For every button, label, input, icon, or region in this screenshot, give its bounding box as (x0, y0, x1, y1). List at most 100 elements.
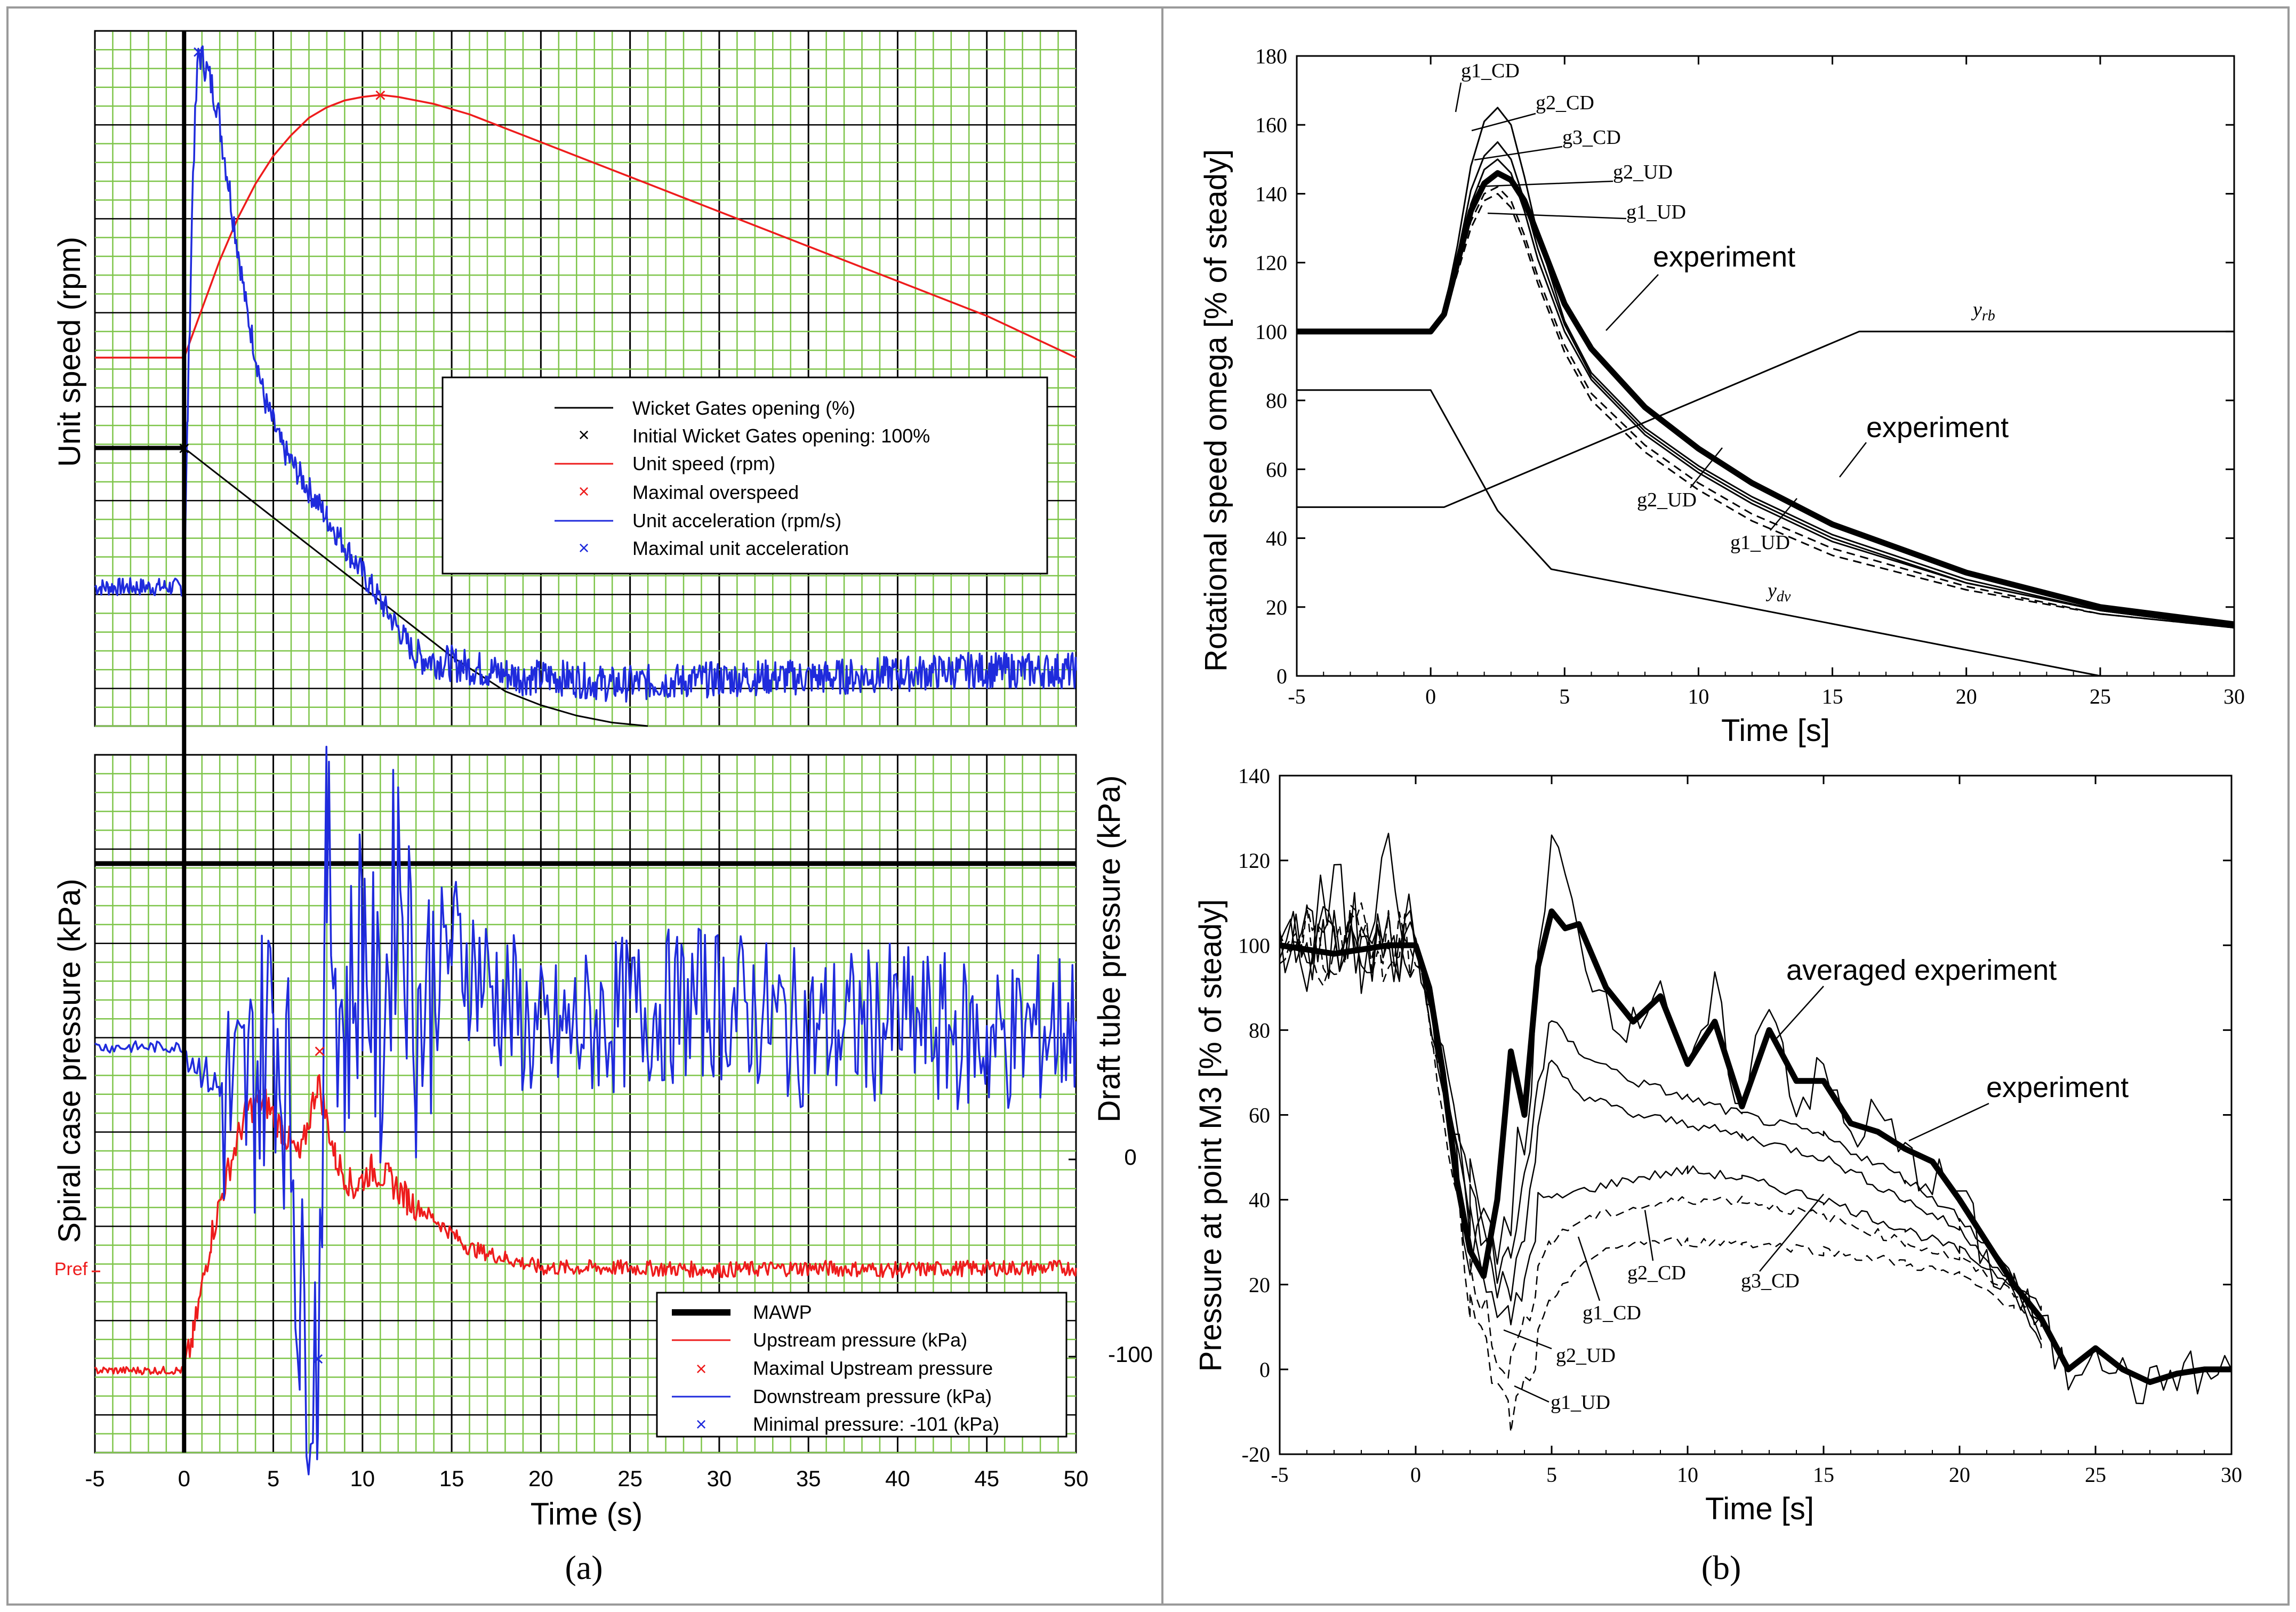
b-anno-yrb-sub: rb (1982, 308, 1995, 324)
b-bottom-ytick-label-1: 0 (1259, 1358, 1270, 1382)
b-top-ytick-label-4: 80 (1266, 389, 1287, 413)
b-bottom-ytick-label-7: 120 (1238, 849, 1270, 873)
b-anno-ydv-sub: dv (1777, 589, 1791, 605)
b-bottom-xtick-label-1: 0 (1410, 1463, 1421, 1487)
a-bottom-ylabel-right: Draft tube pressure (kPa) (1092, 775, 1127, 1122)
a-bottom-legend-label-3: Downstream pressure (kPa) (753, 1385, 992, 1407)
b-bottom-xtick-label-7: 30 (2221, 1463, 2242, 1487)
leader-g1ud-b (1514, 1385, 1550, 1403)
b-top-series-g1_CD (1297, 107, 2235, 628)
b-anno-experiment-bottom: experiment (1986, 1071, 2129, 1103)
leader-exp1 (1605, 274, 1659, 331)
leader-g3cd (1474, 146, 1563, 161)
b-bottom-ytick-label-5: 80 (1249, 1018, 1270, 1042)
b-top-xtick-label-3: 10 (1688, 684, 1709, 708)
b-top-ytick-label-7: 140 (1255, 182, 1287, 206)
a-top-legend-box (441, 376, 1048, 575)
a-x-tick-11: 50 (1064, 1466, 1089, 1491)
b-top-xlabel: Time [s] (1721, 713, 1830, 748)
b-bottom-annotations: averaged experiment experiment g2_CD g3_… (1551, 954, 2129, 1414)
b-bottom-series-g3_CD (1279, 909, 2042, 1340)
a-x-tick-10: 45 (974, 1466, 999, 1491)
b-anno-g2cd: g2_CD (1536, 92, 1594, 114)
b-anno-g2ud-bottom: g2_UD (1556, 1344, 1616, 1367)
b-top-series-y_rb (1297, 331, 2234, 508)
b-bottom-ytick-label-3: 40 (1249, 1188, 1270, 1212)
a-bottom-legend-label-2: Maximal Upstream pressure (753, 1357, 993, 1379)
b-anno-g3cd: g3_CD (1562, 126, 1621, 149)
b-bottom-ylabel: Pressure at point M3 [% of steady] (1193, 899, 1228, 1372)
a-legend-label-2: Unit speed (rpm) (632, 453, 775, 474)
b-anno-experiment-1: experiment (1653, 241, 1795, 273)
b-bottom-xtick-label-0: -5 (1271, 1463, 1288, 1487)
b-bottom-series-g2_UD (1279, 904, 2042, 1379)
a-x-tick-9: 40 (885, 1466, 910, 1491)
leader-avg (1775, 986, 1824, 1040)
b-top-xtick-label-1: 0 (1425, 684, 1436, 708)
a-legend-label-4: Unit acceleration (rpm/s) (632, 510, 841, 531)
b-bottom-series-averaged-experiment (1279, 908, 2231, 1385)
b-top-xtick-label-6: 25 (2090, 684, 2111, 708)
a-axes (182, 31, 1076, 1453)
b-top-ytick-label-9: 180 (1255, 44, 1287, 68)
a-xlabel: Time (s) (531, 1497, 643, 1532)
a-right-tick-0: 0 (1124, 1144, 1136, 1170)
panel-label-b: (b) (1701, 1549, 1741, 1586)
a-bottom-ylabel: Spiral case pressure (kPa) (52, 878, 87, 1243)
leader-g1ud-low (1770, 498, 1797, 531)
b-anno-g2cd-bottom: g2_CD (1627, 1262, 1686, 1284)
a-x-tick-8: 35 (796, 1466, 821, 1491)
leader-g1ud (1487, 212, 1627, 220)
b-top-ytick-label-6: 120 (1255, 251, 1287, 275)
a-bottom-series: ×× (92, 746, 1077, 1476)
a-pref-label: Pref (54, 1259, 88, 1279)
a-right-tick-minus100: -100 (1108, 1342, 1153, 1367)
a-x-tick-6: 25 (617, 1466, 643, 1491)
b-top-ytick-label-0: 0 (1277, 664, 1287, 688)
a-legend-marker-max-upstream: × (695, 1358, 707, 1380)
a-legend-marker-max-accel: × (578, 537, 589, 559)
b-anno-g1ud-low: g1_UD (1730, 531, 1790, 554)
figure-border (6, 6, 2290, 1606)
b-top-xtick-label-0: -5 (1288, 684, 1305, 708)
a-x-tick-2: 5 (267, 1466, 279, 1491)
a-bottom-legend-box (656, 1292, 1067, 1438)
a-bottom-series-2 (94, 746, 1077, 1476)
a-top-series: × × × (94, 41, 1077, 727)
a-bottom-series-1 (94, 1074, 1077, 1375)
a-legend-label-5: Maximal unit acceleration (632, 537, 849, 559)
b-bottom-ytick-label-0: -20 (1242, 1442, 1270, 1466)
a-x-tick-1: 0 (178, 1466, 190, 1491)
a-bottom-marker-0: × (314, 1040, 326, 1063)
b-top-leaders (1455, 82, 1867, 531)
b-anno-g2ud-low: g2_UD (1637, 489, 1697, 511)
leader-g2ud-b (1503, 1329, 1552, 1350)
b-bottom-xtick-label-6: 25 (2085, 1463, 2106, 1487)
b-top-ytick-label-1: 20 (1266, 595, 1287, 619)
b-top-ytick-label-5: 100 (1255, 320, 1287, 344)
b-bottom-ytick-label-6: 100 (1238, 933, 1270, 957)
a-legend-marker-initial: × (578, 424, 589, 446)
b-top-series-g2_CD (1297, 141, 2235, 628)
b-anno-averaged-experiment: averaged experiment (1786, 954, 2057, 986)
leader-g2cd (1471, 112, 1536, 132)
a-bottom-marker-1: × (312, 1348, 324, 1371)
b-top-xtick-label-7: 30 (2223, 684, 2245, 708)
a-bottom-legend-label-4: Minimal pressure: -101 (kPa) (753, 1413, 999, 1435)
leader-exp2 (1839, 442, 1867, 478)
b-top-ytick-label-3: 60 (1266, 457, 1287, 481)
b-bottom-ytick-label-2: 20 (1249, 1273, 1270, 1297)
b-anno-experiment-2: experiment (1866, 412, 2009, 444)
b-top-ytick-label-8: 160 (1255, 113, 1287, 137)
a-bottom-legend-label-1: Upstream pressure (kPa) (753, 1329, 967, 1351)
leader-g2cd-b (1644, 1210, 1654, 1261)
b-anno-yrb: yrb (1971, 299, 1995, 324)
b-bottom-series-experiment (1279, 833, 2233, 1405)
a-x-tick-7: 30 (707, 1466, 732, 1491)
a-x-tick-4: 15 (439, 1466, 464, 1491)
b-top-xtick-label-4: 15 (1822, 684, 1843, 708)
leader-g1cd (1455, 82, 1462, 112)
b-bottom-xtick-label-2: 5 (1546, 1463, 1557, 1487)
a-legend-label-0: Wicket Gates opening (%) (632, 397, 855, 419)
a-legend-label-1: Initial Wicket Gates opening: 100% (632, 425, 930, 447)
